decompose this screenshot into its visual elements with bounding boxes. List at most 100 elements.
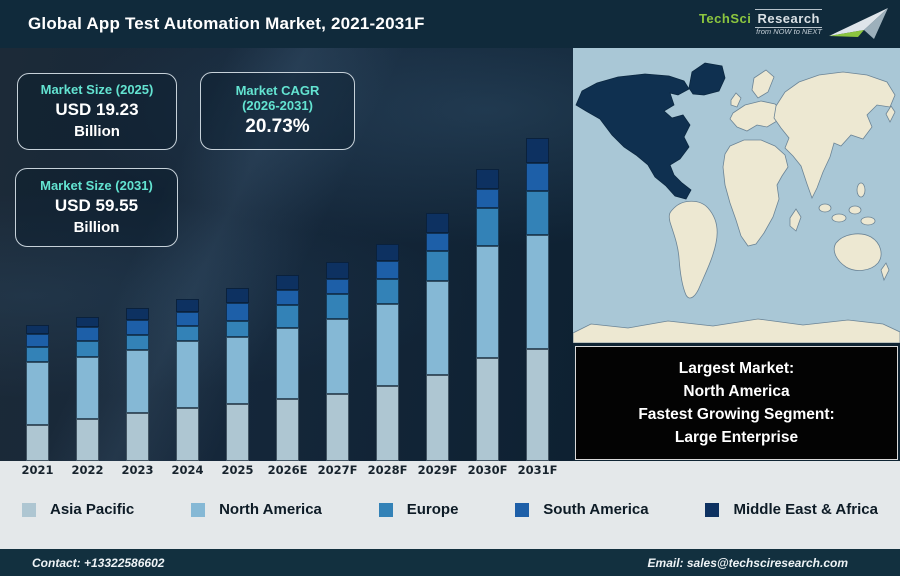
page-title: Global App Test Automation Market, 2021-… (28, 14, 425, 33)
bar-segment-north-america (326, 319, 349, 394)
legend-item-north-america: North America (191, 501, 322, 518)
x-tick-2023: 2023 (121, 463, 154, 477)
callout-title-line2: (2026-2031) (242, 97, 313, 113)
contact-email: Email: sales@techsciresearch.com (647, 555, 848, 570)
callout-value: USD 59.55 (54, 196, 139, 216)
bottom-band: 2021 2022 2023 2024 2025 2026E 2027F 2028F 2029F… (0, 461, 900, 549)
bar-segment-europe (176, 326, 199, 341)
callout-title: Market Size (2025) (40, 81, 154, 97)
bar-segment-middle-east-africa (526, 138, 549, 163)
x-tick-2028F: 2028F (367, 463, 408, 477)
legend-label: Europe (406, 501, 459, 518)
bar-segment-europe (476, 208, 499, 246)
legend-item-south-america: South America (515, 501, 649, 518)
bar-segment-north-america (226, 337, 249, 404)
stacked-bar-2027F (326, 262, 349, 461)
bar-segment-asia-pacific (76, 419, 99, 461)
brand-logo-text: TechSci Research from NOW to NEXT (699, 9, 822, 36)
x-axis-labels: 2021 2022 2023 2024 2025 2026E 2027F 2028F 2029F… (0, 463, 573, 479)
bar-segment-middle-east-africa (326, 262, 349, 279)
bar-segment-asia-pacific (226, 404, 249, 461)
callout-value: USD 19.23 (55, 100, 139, 120)
stacked-bar-2031F (526, 138, 549, 461)
bar-segment-europe (276, 305, 299, 328)
bar-segment-europe (226, 321, 249, 337)
bar-chart: Market Size (2025) USD 19.23 Billion Mar… (0, 48, 573, 461)
bar-segment-asia-pacific (326, 394, 349, 461)
arrow-logo-icon (829, 8, 888, 39)
callout-value: 20.73% (245, 116, 310, 138)
bar-segment-middle-east-africa (476, 169, 499, 189)
map-landmasses (573, 62, 900, 343)
contact-phone: Contact: +13322586602 (32, 555, 165, 570)
largest-market-panel: Largest Market: North America Fastest Gr… (575, 346, 898, 460)
bar-segment-south-america (126, 320, 149, 335)
legend-item-europe: Europe (378, 501, 459, 518)
callout-title: Market CAGR (2026-2031) (203, 82, 352, 114)
brand-logo: TechSci Research from NOW to NEXT (699, 4, 892, 44)
brand-name-secondary: Research (755, 9, 822, 29)
bar-segment-middle-east-africa (176, 299, 199, 312)
callout-market-cagr: Market CAGR (2026-2031) 20.73% (200, 72, 355, 150)
callout-unit: Billion (74, 123, 120, 141)
bar-segment-south-america (326, 279, 349, 294)
stacked-bar-2026E (276, 275, 299, 461)
x-tick-2024: 2024 (171, 463, 204, 477)
bar-segment-middle-east-africa (376, 244, 399, 261)
world-map (573, 48, 900, 343)
x-tick-2021: 2021 (21, 463, 54, 477)
bar-segment-south-america (226, 303, 249, 321)
panel-line: Largest Market: (678, 360, 795, 377)
bar-segment-south-america (76, 327, 99, 341)
bar-segment-asia-pacific (476, 358, 499, 461)
legend-item-asia-pacific: Asia Pacific (22, 501, 134, 518)
callout-title-line1: Market CAGR (235, 82, 320, 98)
legend-item-middle-east-africa: Middle East & Africa (705, 501, 878, 518)
legend-label: Middle East & Africa (733, 501, 878, 518)
map-north-america-highlight (575, 73, 692, 200)
chart-legend: Asia Pacific North America Europe South Ame… (0, 501, 900, 518)
legend-label: North America (219, 501, 322, 518)
bar-segment-asia-pacific (126, 413, 149, 461)
map-greenland-highlight (688, 62, 726, 96)
stacked-bar-2030F (476, 169, 499, 461)
legend-swatch (705, 502, 720, 517)
bar-segment-asia-pacific (176, 408, 199, 461)
panel-line: Large Enterprise (674, 429, 799, 446)
callout-unit: Billion (73, 219, 120, 237)
callout-title: Market Size (2031) (40, 177, 153, 193)
bar-segment-north-america (176, 341, 199, 408)
stacked-bar-2022 (76, 317, 99, 461)
bar-segment-south-america (476, 189, 499, 208)
bar-segment-asia-pacific (376, 386, 399, 461)
bar-segment-south-america (376, 261, 399, 279)
bar-segment-europe (126, 335, 149, 350)
stacked-bar-2029F (426, 213, 449, 461)
callout-market-size-2025: Market Size (2025) USD 19.23 Billion (17, 73, 177, 150)
bar-segment-middle-east-africa (76, 317, 99, 327)
panel-line: North America (683, 383, 790, 400)
stacked-bar-2023 (126, 308, 149, 461)
bar-segment-middle-east-africa (126, 308, 149, 320)
bar-segment-north-america (526, 235, 549, 349)
bar-segment-europe (376, 279, 399, 304)
bar-segment-north-america (376, 304, 399, 386)
legend-swatch (515, 502, 530, 517)
header-bar: Global App Test Automation Market, 2021-… (0, 0, 900, 48)
bar-segment-middle-east-africa (276, 275, 299, 290)
stacked-bar-2025 (226, 288, 249, 461)
bar-segment-south-america (426, 233, 449, 251)
panel-line: Fastest Growing Segment: (638, 406, 835, 423)
legend-label: South America (543, 501, 649, 518)
callout-market-size-2031: Market Size (2031) USD 59.55 Billion (15, 168, 178, 247)
bar-segment-middle-east-africa (226, 288, 249, 303)
bar-segment-south-america (526, 163, 549, 191)
stacked-bar-2024 (176, 299, 199, 461)
bar-segment-middle-east-africa (426, 213, 449, 233)
stacked-bar-2021 (26, 325, 49, 461)
x-tick-2026E: 2026E (267, 463, 308, 477)
stacked-bar-2028F (376, 244, 399, 461)
bar-segment-europe (526, 191, 549, 235)
bar-segment-north-america (476, 246, 499, 358)
